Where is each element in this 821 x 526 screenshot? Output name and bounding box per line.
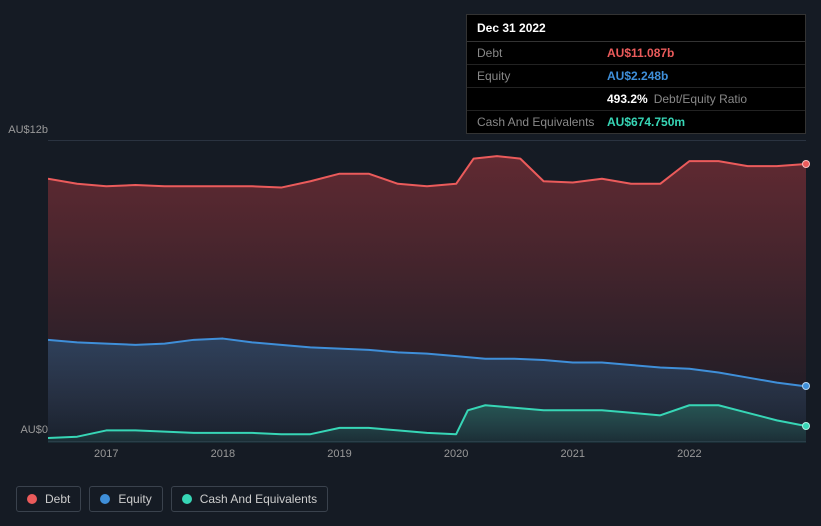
tooltip-row-suffix: Debt/Equity Ratio <box>654 92 747 106</box>
series-end-marker <box>802 160 810 168</box>
y-axis-min-label: AU$0 <box>8 424 48 436</box>
tooltip-row: EquityAU$2.248b <box>467 65 805 88</box>
tooltip-row-value: AU$2.248b <box>607 69 668 83</box>
x-axis-tick: 2018 <box>211 448 235 460</box>
legend-label: Equity <box>118 492 151 506</box>
tooltip-row: Cash And EquivalentsAU$674.750m <box>467 111 805 133</box>
series-end-marker <box>802 382 810 390</box>
tooltip-row: DebtAU$11.087b <box>467 42 805 65</box>
tooltip-row-value: 493.2%Debt/Equity Ratio <box>607 92 747 106</box>
legend-item[interactable]: Debt <box>16 486 81 512</box>
tooltip-date: Dec 31 2022 <box>467 15 805 42</box>
series-end-marker <box>802 422 810 430</box>
x-axis: 2017 2018 2019 2020 2021 2022 <box>48 448 806 468</box>
legend-item[interactable]: Equity <box>89 486 162 512</box>
legend-item[interactable]: Cash And Equivalents <box>171 486 328 512</box>
legend-color-dot <box>27 494 37 504</box>
chart-tooltip: Dec 31 2022 DebtAU$11.087bEquityAU$2.248… <box>466 14 806 134</box>
x-axis-tick: 2021 <box>561 448 585 460</box>
tooltip-row-value: AU$11.087b <box>607 46 674 60</box>
debt-equity-chart[interactable]: AU$12b AU$0 201720182019202020212022 <box>16 124 806 506</box>
tooltip-row-label: Debt <box>477 46 607 60</box>
legend-color-dot <box>100 494 110 504</box>
chart-plot-area[interactable] <box>48 140 806 442</box>
chart-legend: Debt Equity Cash And Equivalents <box>16 486 328 512</box>
x-axis-tick: 2020 <box>444 448 468 460</box>
x-axis-tick: 2022 <box>677 448 701 460</box>
tooltip-row-label: Equity <box>477 69 607 83</box>
tooltip-row-value: AU$674.750m <box>607 115 685 129</box>
legend-color-dot <box>182 494 192 504</box>
x-axis-tick: 2017 <box>94 448 118 460</box>
x-axis-tick: 2019 <box>327 448 351 460</box>
y-axis-max-label: AU$12b <box>8 124 48 136</box>
legend-label: Debt <box>45 492 70 506</box>
tooltip-row: 493.2%Debt/Equity Ratio <box>467 88 805 111</box>
tooltip-row-label: Cash And Equivalents <box>477 115 607 129</box>
legend-label: Cash And Equivalents <box>200 492 317 506</box>
tooltip-row-label <box>477 92 607 106</box>
